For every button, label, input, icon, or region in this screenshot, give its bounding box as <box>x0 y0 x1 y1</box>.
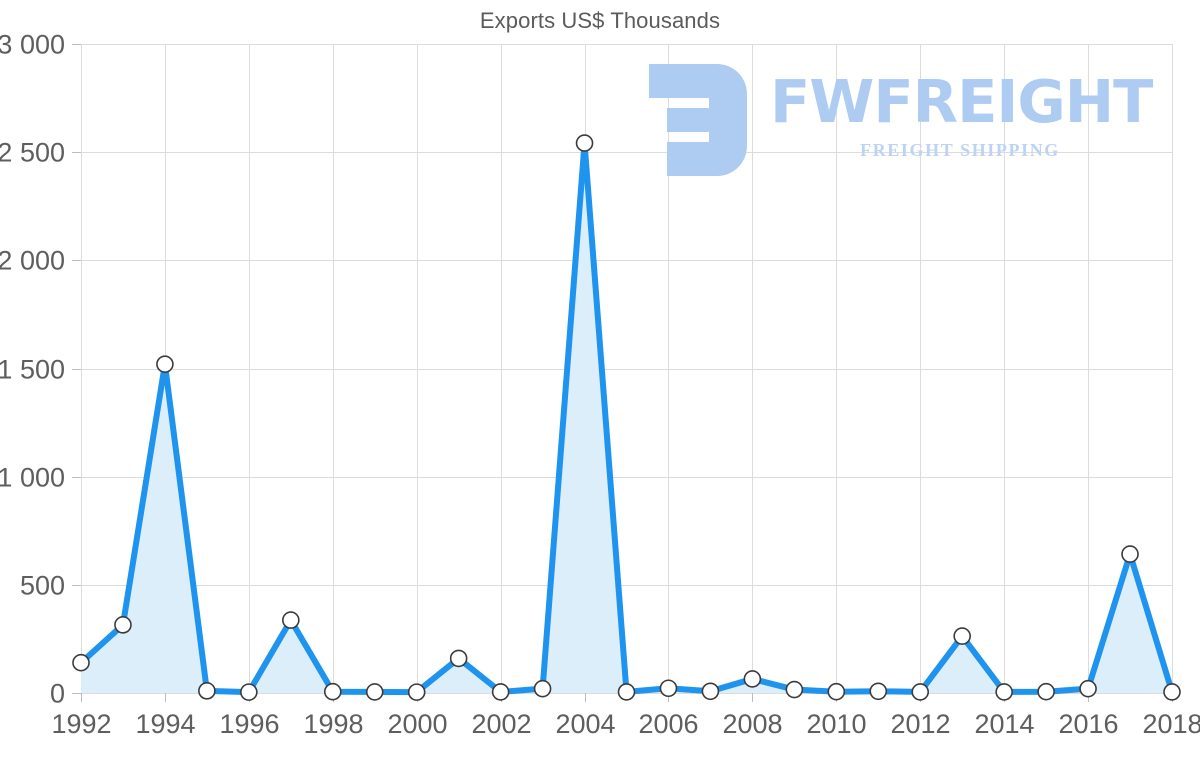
data-point-marker[interactable] <box>533 679 552 698</box>
x-tick-label: 1998 <box>303 709 363 739</box>
x-tick-label: 2002 <box>471 709 531 739</box>
y-axis-labels: 0 500 1 000 1 500 2 000 2 500 3 000 <box>0 30 65 709</box>
data-point-marker[interactable] <box>491 683 510 701</box>
data-point-marker[interactable] <box>617 683 636 701</box>
x-tick-label: 2008 <box>722 709 782 739</box>
data-point-marker[interactable] <box>785 680 804 699</box>
data-point-marker[interactable] <box>995 683 1013 701</box>
x-tick-label: 2016 <box>1058 709 1118 739</box>
data-point-marker[interactable] <box>869 682 888 701</box>
data-point-marker[interactable] <box>1079 679 1097 698</box>
data-point-marker[interactable] <box>114 616 132 634</box>
data-point-marker[interactable] <box>1163 683 1181 701</box>
y-tick-label: 500 <box>20 571 65 601</box>
y-tick-label: 1 500 <box>0 355 65 385</box>
x-tick-label: 2018 <box>1142 709 1200 739</box>
x-tick-label: 2010 <box>806 709 866 739</box>
data-point-marker[interactable] <box>365 683 384 701</box>
data-point-marker[interactable] <box>1121 545 1139 563</box>
data-point-marker[interactable] <box>911 683 930 701</box>
data-point-marker[interactable] <box>1037 682 1055 701</box>
series-data-points <box>72 134 1181 701</box>
data-point-marker[interactable] <box>282 611 300 629</box>
data-point-marker[interactable] <box>449 649 468 668</box>
y-tick-label: 2 000 <box>0 246 65 276</box>
x-tick-label: 1992 <box>51 709 111 739</box>
data-point-marker[interactable] <box>72 653 90 672</box>
x-axis-labels: 1992 1994 1996 1998 2000 2002 2004 2006 2008 2010… <box>51 709 1200 739</box>
x-gridlines <box>81 44 1173 693</box>
x-tick-label: 2006 <box>638 709 698 739</box>
y-gridlines <box>81 44 1172 694</box>
series-area-fill <box>81 143 1172 693</box>
y-tick-label: 3 000 <box>0 30 65 60</box>
x-tick-label: 2000 <box>387 709 447 739</box>
data-point-marker[interactable] <box>156 355 174 373</box>
y-tick-label: 2 500 <box>0 138 65 168</box>
x-tick-label: 2014 <box>974 709 1034 739</box>
y-tickmarks <box>72 44 81 694</box>
x-tick-label: 2012 <box>890 709 950 739</box>
data-point-marker[interactable] <box>953 627 971 645</box>
data-point-marker[interactable] <box>659 679 678 698</box>
data-point-marker[interactable] <box>323 682 342 701</box>
data-point-marker[interactable] <box>701 682 720 701</box>
x-tick-label: 1994 <box>135 709 195 739</box>
x-tick-label: 2004 <box>555 709 615 739</box>
series-line <box>78 140 1175 696</box>
chart-title: Exports US$ Thousands <box>479 8 721 33</box>
data-point-marker[interactable] <box>240 683 258 701</box>
data-point-marker[interactable] <box>198 682 216 700</box>
x-tick-label: 1996 <box>219 709 279 739</box>
data-point-marker[interactable] <box>575 134 594 152</box>
y-tick-label: 0 <box>50 679 65 709</box>
data-point-marker[interactable] <box>827 682 846 701</box>
y-tick-label: 1 000 <box>0 463 65 493</box>
data-point-marker[interactable] <box>743 670 762 688</box>
data-point-marker[interactable] <box>407 683 426 701</box>
